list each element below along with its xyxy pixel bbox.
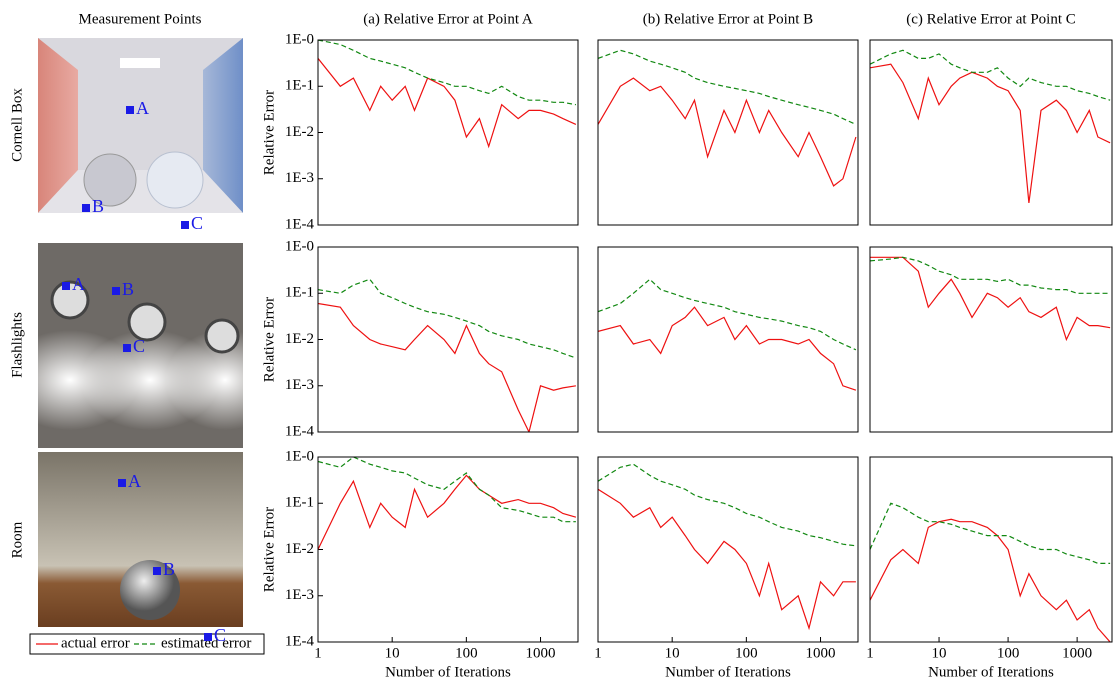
x-tick-label: 100 [735, 645, 758, 661]
y-tick-label: 1E-2 [285, 124, 314, 140]
point-marker [126, 106, 134, 114]
data-line [318, 457, 576, 523]
y-tick-label: 1E-3 [285, 170, 314, 186]
plot-frame [317, 39, 579, 226]
y-axis-title: Relative Error [261, 90, 277, 175]
scene-label: Room [9, 521, 25, 558]
panel-title: Measurement Points [79, 11, 202, 27]
point-marker [123, 344, 131, 352]
x-tick-label: 10 [665, 645, 680, 661]
point-marker [82, 204, 90, 212]
plot-frame [317, 456, 579, 643]
x-tick-label: 1 [866, 645, 874, 661]
cornell-image [38, 38, 243, 213]
y-axis-title: Relative Error [261, 507, 277, 592]
y-tick-label: 1E-1 [285, 285, 314, 301]
x-axis-title: Number of Iterations [385, 664, 511, 680]
data-line [318, 40, 577, 106]
y-tick-label: 1E-1 [285, 78, 314, 94]
point-marker [118, 479, 126, 487]
chart-title: (b) Relative Error at Point B [643, 11, 813, 27]
chart-title: (c) Relative Error at Point C [906, 11, 1076, 27]
data-line [318, 58, 577, 149]
point-label: C [214, 625, 226, 645]
plot-frame [869, 39, 1113, 226]
x-tick-label: 10 [385, 645, 400, 661]
legend-label: estimated error [161, 635, 251, 651]
x-axis-title: Number of Iterations [665, 664, 791, 680]
point-marker [153, 567, 161, 575]
flashlights-image [0, 243, 285, 448]
data-line [598, 488, 856, 631]
y-tick-label: 1E-0 [285, 448, 314, 464]
data-line [870, 256, 1111, 294]
data-line [598, 278, 857, 351]
point-label: B [163, 559, 175, 579]
plot-frame [869, 246, 1113, 433]
y-tick-label: 1E-1 [285, 495, 314, 511]
legend-label: actual error [61, 635, 130, 651]
plot-frame [597, 39, 859, 226]
x-axis-title: Number of Iterations [928, 664, 1054, 680]
data-line [318, 474, 577, 550]
x-tick-label: 1000 [1062, 645, 1092, 661]
x-tick-label: 1 [314, 645, 322, 661]
data-line [318, 302, 576, 432]
room-image [38, 452, 243, 627]
x-tick-label: 1 [594, 645, 602, 661]
plot-frame [869, 456, 1113, 643]
y-tick-label: 1E-3 [285, 377, 314, 393]
plot-frame [317, 246, 579, 433]
x-tick-label: 100 [997, 645, 1020, 661]
data-line [870, 49, 1111, 101]
legend: actual error estimated error [29, 633, 265, 655]
point-marker [112, 287, 120, 295]
x-tick-label: 10 [932, 645, 947, 661]
point-label: A [72, 274, 85, 294]
point-marker [62, 282, 70, 290]
y-tick-label: 1E-4 [285, 423, 315, 439]
chart-title: (a) Relative Error at Point A [363, 11, 533, 27]
y-tick-label: 1E-4 [285, 216, 315, 232]
y-tick-label: 1E-2 [285, 331, 314, 347]
point-label: C [191, 213, 203, 233]
plot-frame [597, 456, 859, 643]
scene-label: Cornell Box [9, 88, 25, 162]
scene-label: Flashlights [9, 312, 25, 378]
data-line [870, 502, 1111, 564]
point-label: A [136, 98, 149, 118]
point-label: A [128, 471, 141, 491]
data-line [598, 49, 857, 125]
data-line [870, 518, 1111, 642]
x-tick-label: 100 [455, 645, 478, 661]
data-line [318, 278, 577, 359]
point-label: B [92, 196, 104, 216]
point-label: C [133, 336, 145, 356]
data-line [870, 63, 1111, 203]
data-line [598, 77, 857, 187]
point-marker [181, 221, 189, 229]
plot-frame [597, 246, 859, 433]
y-tick-label: 1E-0 [285, 238, 314, 254]
point-marker [204, 633, 212, 641]
x-tick-label: 1000 [806, 645, 836, 661]
point-label: B [122, 279, 134, 299]
data-line [598, 463, 856, 547]
x-tick-label: 1000 [526, 645, 556, 661]
y-tick-label: 1E-0 [285, 31, 314, 47]
y-tick-label: 1E-3 [285, 587, 314, 603]
y-tick-label: 1E-4 [285, 633, 315, 649]
data-line [598, 306, 857, 391]
y-tick-label: 1E-2 [285, 541, 314, 557]
data-line [870, 256, 1111, 342]
y-axis-title: Relative Error [261, 297, 277, 382]
